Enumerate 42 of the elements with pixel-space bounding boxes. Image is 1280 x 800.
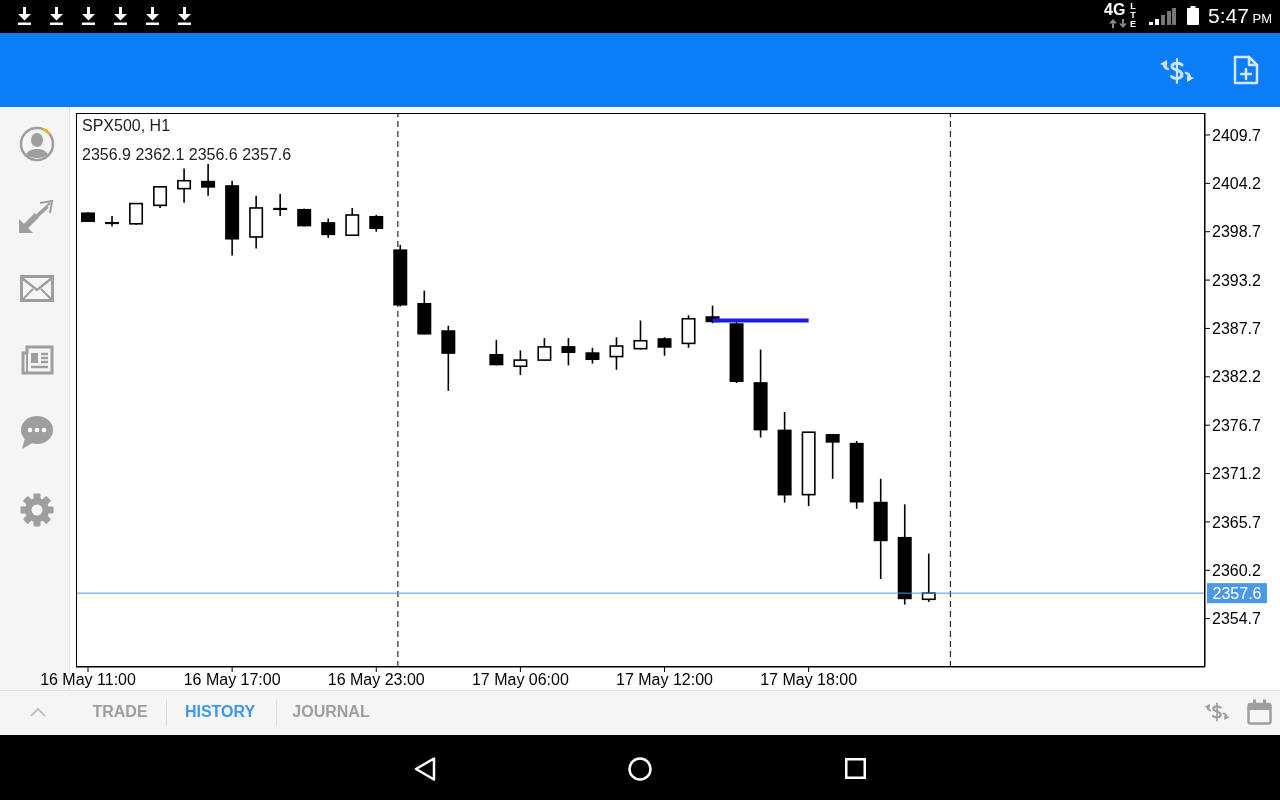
candlestick (321, 217, 336, 239)
text: TRADE (92, 703, 148, 722)
x-tick-label: 17 May 18:00 (760, 671, 858, 689)
candlestick (657, 336, 672, 357)
candlestick (441, 325, 456, 392)
candlestick (177, 167, 192, 204)
x-tick-label: 17 May 06:00 (471, 671, 569, 689)
y-tick-label: 2371.2 (1212, 465, 1262, 483)
chart-title: SPX500, H1 (82, 117, 171, 135)
y-tick-label: 2398.7 (1212, 223, 1262, 241)
x-tick-label: 16 May 11:00 (40, 671, 136, 689)
candlestick (129, 202, 144, 226)
ref-line-label: 2357.6 (1212, 584, 1262, 602)
x-tick-label: 16 May 17:00 (183, 671, 281, 689)
candlestick (561, 337, 576, 367)
y-tick-label: 2360.2 (1212, 561, 1262, 579)
candlestick (273, 193, 288, 217)
y-tick-label: 2409.7 (1212, 126, 1262, 144)
candlestick (633, 319, 648, 351)
y-tick-label: 2404.2 (1212, 175, 1262, 193)
candlestick (513, 349, 528, 376)
text: 5:47 PM (1208, 4, 1272, 29)
candlestick (489, 339, 504, 367)
text: 4G (1104, 1, 1126, 20)
candlestick (345, 207, 360, 237)
candlestick (609, 336, 624, 371)
text: JOURNAL (292, 703, 370, 722)
y-tick-label: 2365.7 (1212, 513, 1262, 531)
candlestick (537, 337, 552, 361)
y-tick-label: 2393.2 (1212, 271, 1262, 289)
candlestick (825, 434, 840, 480)
y-tick-label: 2387.7 (1212, 320, 1262, 338)
candlestick (105, 215, 120, 228)
x-tick-label: 17 May 12:00 (616, 671, 714, 689)
annotation: 2356.9 2362.1 2356.6 2357.6 (82, 146, 292, 165)
text: LTE (1128, 1, 1138, 28)
y-tick-label: 2376.7 (1212, 416, 1262, 434)
text: HISTORY (184, 703, 256, 722)
candlestick (201, 163, 216, 197)
y-tick-label: 2354.7 (1212, 610, 1262, 628)
x-tick-label: 16 May 23:00 (327, 671, 425, 689)
y-tick-label: 2382.2 (1212, 368, 1262, 386)
